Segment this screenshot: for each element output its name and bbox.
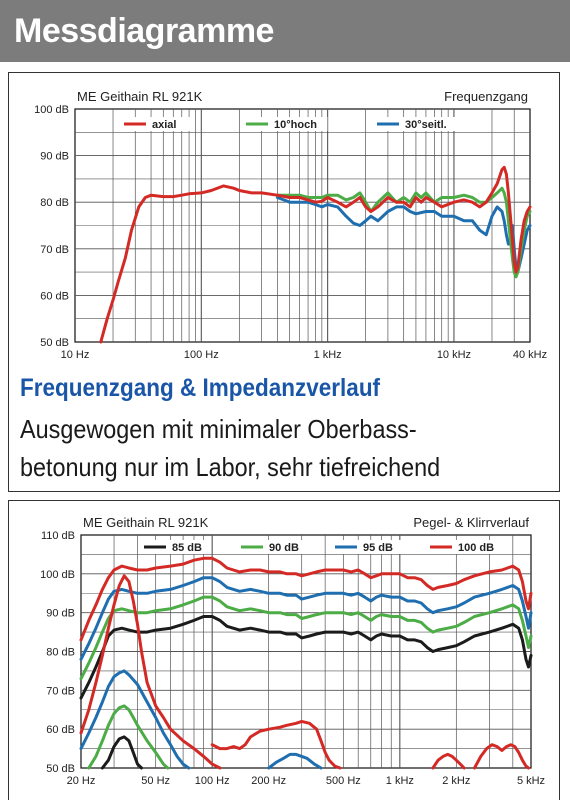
y-tick-label: 50 dB: [40, 337, 69, 349]
y-tick-label: 80 dB: [40, 197, 69, 209]
legend-label: 95 dB: [363, 542, 393, 554]
series-line: [210, 719, 342, 770]
x-tick-label: 100 Hz: [184, 349, 219, 361]
x-tick-label: 10 kHz: [437, 349, 471, 361]
series-line: [79, 576, 533, 661]
legend-label: 30°seitl.: [405, 119, 447, 131]
y-tick-label: 60 dB: [40, 290, 69, 302]
y-tick-label: 90 dB: [46, 608, 75, 620]
chart-2: 50 dB 60 dB 70 dB 80 dB 90 dB 100 dB 110 dB 20 …: [40, 515, 545, 787]
legend-bg: [427, 540, 505, 554]
chart-1: 50 dB 60 dB 70 dB 80 dB 90 dB 100 dB 10 Hz 100 …: [34, 89, 547, 361]
legend-bg: [141, 540, 211, 554]
legend-bg: [238, 540, 308, 554]
series-line: [267, 752, 323, 770]
y-tick-label: 50 dB: [46, 763, 75, 775]
x-tick-label: 100 Hz: [195, 775, 230, 787]
series-line: [99, 165, 532, 344]
y-tick-label: 60 dB: [46, 724, 75, 736]
series-line: [473, 743, 530, 770]
caption-text: Ausgewogen mit minimaler Oberbass- beton…: [20, 410, 488, 486]
x-tick-label: 10 Hz: [61, 349, 90, 361]
legend-bg: [332, 540, 402, 554]
series-line: [79, 595, 533, 681]
caption-line-1: Ausgewogen mit minimaler Oberbass-: [20, 414, 417, 444]
x-tick-label: 50 Hz: [141, 775, 170, 787]
page-title: Messdiagramme: [14, 12, 274, 50]
x-tick-label: 2 kHz: [442, 775, 470, 787]
y-tick-label: 70 dB: [46, 685, 75, 697]
chart-model-label: ME Geithain RL 921K: [83, 515, 209, 530]
x-tick-label: 20 Hz: [67, 775, 96, 787]
legend-label: 85 dB: [172, 542, 202, 554]
series-line: [100, 735, 143, 770]
x-tick-label: 5 kHz: [517, 775, 545, 787]
y-tick-label: 110 dB: [41, 530, 75, 542]
x-tick-label: 200 Hz: [251, 775, 286, 787]
y-tick-label: 70 dB: [40, 244, 69, 256]
legend-label: 100 dB: [458, 542, 494, 554]
series-line: [431, 752, 466, 770]
x-tick-label: 1 kHz: [314, 349, 342, 361]
caption-line-2: betonung nur im Labor, sehr tiefreichend: [20, 452, 441, 482]
x-tick-label: 500 Hz: [326, 775, 361, 787]
x-tick-label: 1 kHz: [386, 775, 414, 787]
series-line: [79, 615, 533, 700]
legend-bg: [374, 117, 473, 131]
series-line: [79, 669, 191, 770]
legend-label: 10°hoch: [274, 119, 317, 131]
y-tick-label: 100 dB: [34, 104, 69, 116]
header-bar: Messdiagramme: [0, 0, 570, 62]
legend-bg: [243, 117, 328, 131]
caption-title: Frequenzgang & Impedanzverlauf: [20, 374, 381, 402]
series-line: [79, 574, 222, 770]
x-tick-label: 40 kHz: [513, 349, 547, 361]
legend-bg: [121, 117, 191, 131]
legend-label: 90 dB: [269, 542, 299, 554]
series-line: [87, 704, 170, 770]
chart-model-label: ME Geithain RL 921K: [77, 89, 203, 104]
chart-title: Pegel- & Klirrverlauf: [413, 515, 529, 530]
series-line: [79, 556, 533, 642]
chart-title: Frequenzgang: [444, 89, 528, 104]
legend-label: axial: [152, 119, 176, 131]
y-tick-label: 90 dB: [40, 151, 69, 163]
y-tick-label: 80 dB: [46, 647, 75, 659]
y-tick-label: 100 dB: [40, 569, 75, 581]
